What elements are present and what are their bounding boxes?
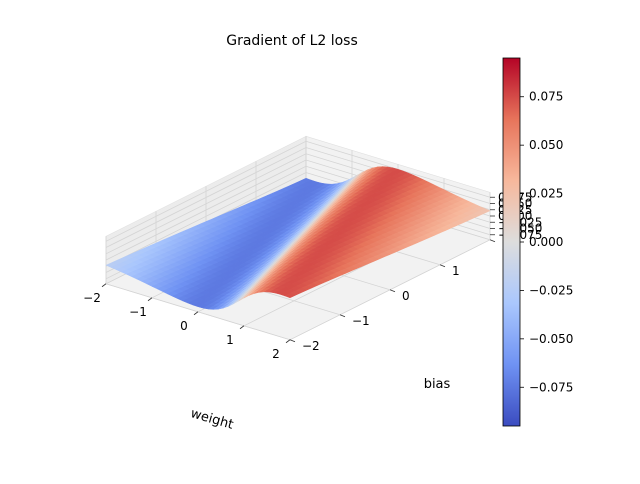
colorbar: −0.075 −0.050 −0.025 0.000 0.025 0.050 0.075: [502, 57, 573, 427]
x-tick-mark: [285, 339, 291, 344]
colorbar-tick-label: 0.025: [529, 187, 563, 201]
colorbar-tick-label: 0.000: [529, 235, 563, 249]
colorbar-tick-label: −0.050: [529, 332, 573, 346]
y-axis-label: bias: [424, 377, 451, 392]
x-tick-label: 0: [180, 319, 188, 333]
y-tick-mark: [489, 239, 496, 243]
x-tick-mark: [239, 325, 245, 330]
colorbar-tick-label: 0.050: [529, 138, 563, 152]
y-tick-label: −1: [352, 314, 370, 328]
x-tick-mark: [101, 283, 107, 288]
y-tick-mark: [389, 289, 396, 293]
colorbar-tick-label: −0.025: [529, 283, 573, 297]
surface-mesh: [105, 166, 491, 310]
y-tick-label: −2: [302, 339, 320, 353]
colorbar-tick-label: 0.075: [529, 90, 563, 104]
grid-line-z: [105, 140, 491, 242]
x-tick-label: 1: [226, 333, 234, 347]
colorbar-gradient: [502, 57, 521, 427]
y-tick-label: 0: [402, 289, 410, 303]
y-tick-mark: [339, 314, 346, 318]
x-tick-label: −2: [83, 291, 101, 305]
x-tick-label: −1: [129, 305, 147, 319]
y-tick-label: 1: [452, 264, 460, 278]
x-tick-mark: [193, 311, 199, 316]
colorbar-tick-label: −0.075: [529, 380, 573, 394]
y-tick-mark: [289, 339, 296, 343]
y-tick-mark: [439, 264, 446, 268]
x-tick-label: 2: [272, 347, 280, 361]
x-tick-mark: [147, 297, 153, 302]
surface-patch: [284, 292, 297, 299]
x-axis-label: weight: [189, 406, 235, 433]
chart-title: Gradient of L2 loss: [226, 33, 358, 49]
